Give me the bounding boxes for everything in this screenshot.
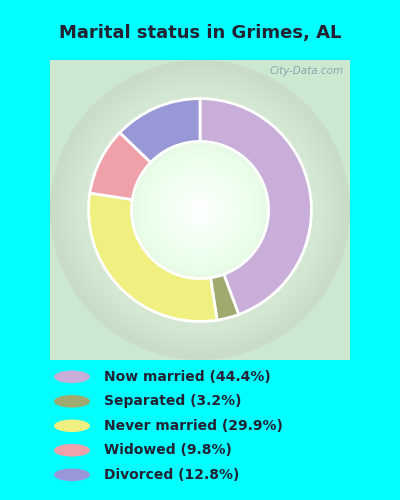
Circle shape — [168, 178, 232, 242]
Circle shape — [98, 108, 302, 312]
Circle shape — [54, 444, 90, 456]
Circle shape — [112, 122, 288, 298]
Text: Marital status in Grimes, AL: Marital status in Grimes, AL — [59, 24, 341, 42]
Circle shape — [82, 92, 318, 328]
Circle shape — [155, 165, 245, 255]
Circle shape — [58, 68, 342, 352]
Wedge shape — [210, 274, 239, 320]
Circle shape — [158, 168, 242, 252]
Circle shape — [135, 145, 265, 275]
Circle shape — [125, 135, 275, 285]
Circle shape — [100, 110, 300, 310]
Circle shape — [162, 172, 238, 248]
Circle shape — [54, 395, 90, 407]
Circle shape — [62, 72, 338, 347]
Circle shape — [198, 208, 202, 212]
Wedge shape — [90, 132, 151, 200]
Circle shape — [90, 100, 310, 320]
Circle shape — [54, 468, 90, 481]
Circle shape — [105, 115, 295, 305]
Circle shape — [115, 125, 285, 295]
Circle shape — [128, 138, 272, 282]
Circle shape — [55, 65, 345, 355]
Circle shape — [195, 205, 205, 215]
Circle shape — [122, 132, 278, 288]
Circle shape — [165, 175, 235, 245]
Circle shape — [192, 202, 208, 218]
Wedge shape — [120, 98, 200, 162]
Circle shape — [108, 118, 292, 302]
Wedge shape — [200, 98, 312, 314]
Text: Now married (44.4%): Now married (44.4%) — [104, 370, 271, 384]
Circle shape — [140, 150, 260, 270]
Circle shape — [180, 190, 220, 230]
Circle shape — [50, 60, 350, 360]
Circle shape — [175, 185, 225, 235]
Circle shape — [72, 82, 328, 338]
Circle shape — [172, 182, 228, 238]
Text: City-Data.com: City-Data.com — [270, 66, 344, 76]
Circle shape — [75, 85, 325, 335]
Text: Never married (29.9%): Never married (29.9%) — [104, 419, 283, 433]
Circle shape — [120, 130, 280, 290]
Circle shape — [78, 88, 322, 332]
Circle shape — [54, 420, 90, 432]
Circle shape — [118, 128, 282, 292]
Circle shape — [148, 158, 252, 262]
Circle shape — [95, 105, 305, 315]
Circle shape — [185, 195, 215, 225]
Circle shape — [152, 162, 248, 258]
Circle shape — [54, 370, 90, 383]
Circle shape — [142, 152, 258, 268]
Circle shape — [178, 188, 222, 232]
Circle shape — [190, 200, 210, 220]
Circle shape — [130, 140, 270, 280]
Circle shape — [88, 98, 312, 322]
Circle shape — [70, 80, 330, 340]
Circle shape — [52, 62, 348, 358]
Circle shape — [182, 192, 218, 228]
Circle shape — [80, 90, 320, 330]
Text: Separated (3.2%): Separated (3.2%) — [104, 394, 242, 408]
Circle shape — [145, 155, 255, 265]
Text: Widowed (9.8%): Widowed (9.8%) — [104, 444, 232, 458]
Circle shape — [188, 198, 212, 222]
Circle shape — [60, 70, 340, 350]
Circle shape — [110, 120, 290, 300]
Text: Divorced (12.8%): Divorced (12.8%) — [104, 468, 239, 482]
Circle shape — [138, 148, 262, 272]
Circle shape — [132, 142, 268, 278]
Circle shape — [170, 180, 230, 240]
Circle shape — [160, 170, 240, 250]
Circle shape — [150, 160, 250, 260]
Circle shape — [102, 112, 298, 308]
Circle shape — [65, 75, 335, 345]
Circle shape — [92, 102, 308, 318]
Wedge shape — [88, 193, 217, 322]
Circle shape — [85, 95, 315, 325]
Circle shape — [68, 78, 332, 342]
